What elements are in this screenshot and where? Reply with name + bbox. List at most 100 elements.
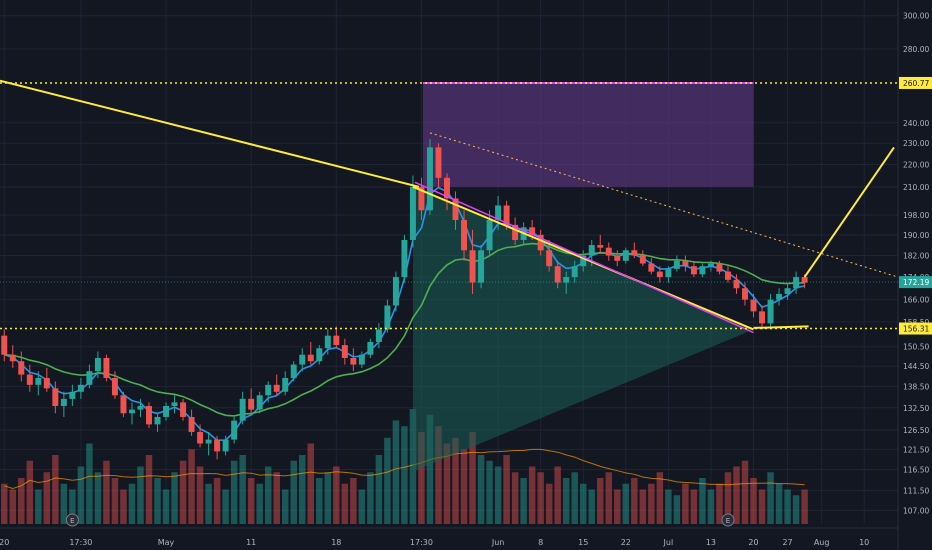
volume-bar — [128, 483, 136, 524]
volume-bar — [682, 483, 689, 524]
candle-body — [537, 234, 544, 251]
price-tick-label: 166.00 — [903, 296, 929, 305]
candle-body — [784, 288, 791, 294]
candle-body — [188, 416, 195, 432]
target-box-fill — [422, 82, 754, 187]
time-tick-label: 8 — [538, 538, 543, 547]
volume-bar — [554, 466, 561, 524]
candle-body — [341, 345, 348, 358]
time-tick-label: 17:30 — [410, 538, 433, 547]
volume-bar — [588, 489, 595, 524]
candle-body — [265, 384, 272, 396]
time-axis[interactable]: 20 17:30 May 11 18 17:30 Jun 8 15 22 Jul 13 20 27 Aug 1… — [0, 538, 869, 547]
candle-body — [9, 354, 16, 362]
candle-body — [384, 305, 391, 330]
volume-bar — [145, 455, 153, 524]
candle-body — [656, 271, 663, 278]
volume-bar — [724, 472, 732, 524]
volume-bar — [503, 455, 510, 524]
time-tick-label: 27 — [782, 538, 792, 547]
long-downtrend-line — [0, 79, 420, 188]
price-axis[interactable]: 300.00 280.00 240.00 230.00 220.00 210.00 198.… — [899, 12, 932, 516]
candle-body — [512, 224, 519, 240]
time-tick-label: 13 — [706, 538, 716, 547]
volume-bar — [171, 472, 178, 524]
candle-body — [444, 177, 450, 199]
volume-bar — [222, 489, 229, 524]
ema-slow-line — [4, 242, 805, 417]
candle-body — [35, 377, 42, 385]
price-tick-label: 210.00 — [903, 183, 929, 192]
volume-bar — [9, 489, 17, 524]
candle-body — [801, 277, 808, 283]
time-tick-label: 20 — [748, 538, 758, 547]
candle-body — [563, 277, 570, 283]
volume-bars — [1, 409, 808, 524]
volume-bar — [367, 472, 374, 524]
volume-bar — [622, 483, 630, 524]
candle-body — [750, 299, 757, 312]
volume-bar — [350, 478, 357, 524]
candle-body — [146, 405, 152, 425]
volume-bar — [43, 472, 51, 524]
candle-body — [26, 374, 33, 385]
candle-body — [724, 271, 731, 280]
level-badge-label: 156.31 — [903, 325, 929, 334]
candle-body — [197, 431, 204, 444]
volume-bar — [648, 483, 655, 524]
candle-body — [94, 357, 101, 372]
volume-bar — [94, 472, 102, 524]
time-tick-label: 18 — [331, 538, 341, 547]
candle-body — [103, 357, 110, 378]
volume-bar — [35, 489, 42, 524]
candle-body — [614, 255, 621, 261]
price-tick-label: 150.50 — [903, 343, 929, 352]
volume-bar — [528, 466, 536, 524]
volume-bar — [137, 466, 144, 524]
volume-bar — [716, 483, 723, 524]
volume-bar — [18, 478, 25, 524]
volume-bar — [162, 489, 170, 524]
volume-bar — [60, 483, 68, 524]
candle-body — [707, 263, 714, 267]
candle-body — [580, 255, 587, 267]
volume-bar — [707, 489, 715, 524]
price-tick-label: 126.50 — [903, 426, 929, 435]
candle-body — [461, 219, 468, 251]
drawing-shapes — [412, 81, 754, 472]
volume-bar — [486, 460, 493, 524]
volume-bar — [52, 455, 59, 524]
candle-body — [154, 416, 161, 425]
candle-body — [699, 266, 706, 275]
time-tick-label: 15 — [578, 538, 588, 547]
candle-body — [290, 364, 297, 378]
earnings-marker-label: E — [70, 517, 74, 525]
candle-body — [529, 227, 536, 235]
candle-body — [171, 402, 178, 406]
candle-body — [571, 266, 578, 278]
volume-bar — [656, 472, 664, 524]
volume-bar — [69, 489, 76, 524]
price-tick-label: 132.50 — [903, 404, 929, 413]
volume-bar — [196, 466, 204, 524]
candle-body — [1, 335, 8, 355]
triangle-upper-line — [412, 185, 754, 331]
volume-bar — [639, 489, 647, 524]
volume-bar — [213, 478, 221, 524]
volume-bar — [111, 478, 119, 524]
last-price-badge — [899, 276, 932, 289]
candle-body — [426, 147, 433, 211]
candle-body — [546, 250, 553, 267]
candle-body — [222, 439, 229, 452]
candle-body — [776, 293, 783, 300]
earnings-marker — [65, 513, 79, 527]
volume-bar — [341, 483, 349, 524]
candle-body — [358, 354, 365, 365]
level-badge-label: 260.77 — [903, 79, 929, 88]
price-tick-label: 144.50 — [903, 362, 929, 371]
volume-bar — [435, 426, 442, 524]
price-tick-label: 190.00 — [903, 231, 929, 240]
volume-bar — [767, 472, 774, 524]
